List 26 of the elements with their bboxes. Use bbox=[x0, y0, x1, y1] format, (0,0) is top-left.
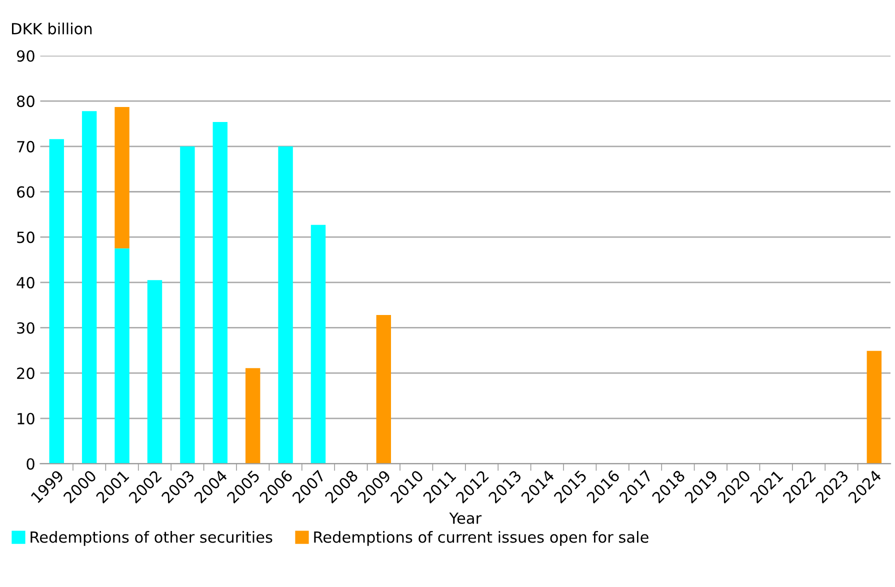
y-tick-label: 70 bbox=[17, 140, 34, 152]
bar bbox=[866, 350, 882, 464]
y-tick-label: 90 bbox=[16, 50, 34, 62]
bar bbox=[147, 280, 162, 464]
bar bbox=[278, 146, 293, 464]
y-tick-label: 60 bbox=[17, 186, 34, 198]
y-axis-title: DKK billion bbox=[12, 22, 92, 34]
y-tick-label: 0 bbox=[26, 458, 34, 470]
legend-label: Redemptions of current issues open for sale bbox=[314, 531, 648, 546]
bar bbox=[114, 248, 130, 464]
y-tick-label: 40 bbox=[16, 276, 34, 288]
y-tick-label: 20 bbox=[17, 368, 34, 380]
bar bbox=[49, 139, 64, 464]
y-tick-label: 30 bbox=[17, 322, 34, 334]
bar bbox=[245, 368, 260, 464]
x-axis-title: Year bbox=[449, 512, 482, 524]
bar bbox=[212, 122, 228, 464]
bar bbox=[310, 224, 326, 464]
bar bbox=[114, 106, 130, 248]
y-tick-label: 50 bbox=[17, 232, 34, 244]
bar bbox=[180, 146, 195, 464]
y-tick-label: 10 bbox=[18, 412, 34, 424]
bar bbox=[376, 315, 392, 464]
legend-label: Redemptions of other securities bbox=[30, 531, 272, 546]
bar bbox=[82, 111, 97, 464]
y-tick-label: 80 bbox=[17, 96, 34, 108]
